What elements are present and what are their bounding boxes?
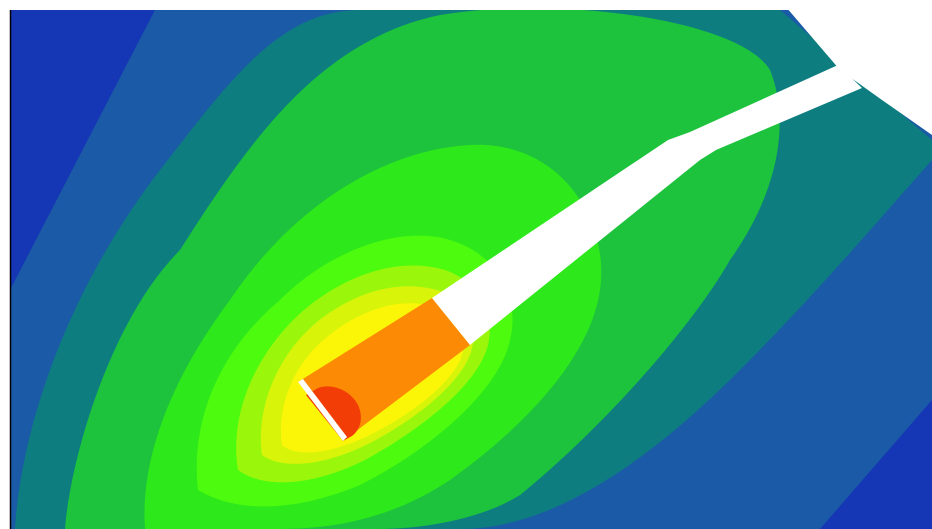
masked-tip-face bbox=[298, 379, 347, 441]
masked-probe-shaft bbox=[432, 65, 862, 345]
masked-corner-region bbox=[780, 0, 932, 135]
contour-band-red-orange bbox=[306, 386, 361, 441]
